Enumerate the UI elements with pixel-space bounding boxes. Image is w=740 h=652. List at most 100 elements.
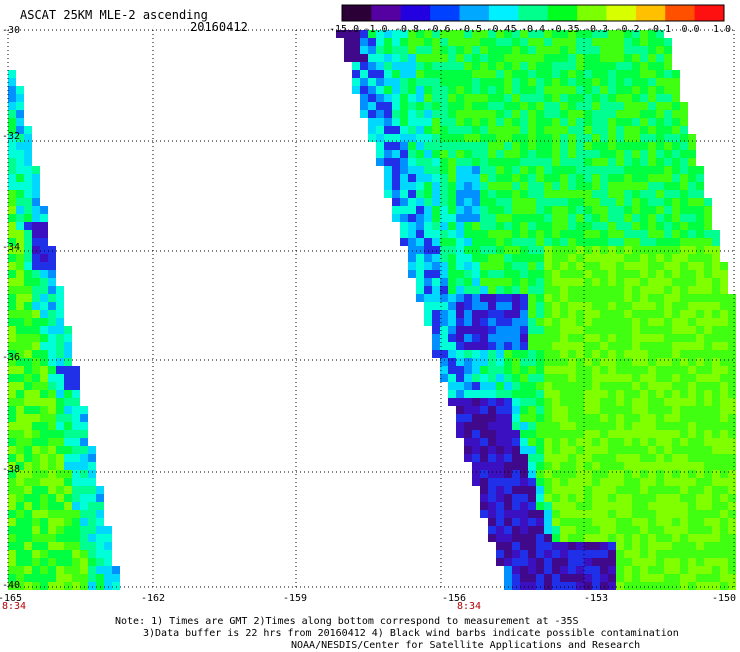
swath-cell [672,126,680,134]
swath-cell [480,94,488,102]
swath-cell [432,174,440,182]
swath-cell [504,46,512,54]
swath-cell [656,158,664,166]
swath-cell [416,246,424,254]
swath-cell [512,46,520,54]
swath-cell [696,470,704,478]
swath-cell [632,430,640,438]
swath-cell [448,390,456,398]
swath-cell [664,142,672,150]
swath-cell [392,78,400,86]
swath-cell [632,150,640,158]
swath-cell [32,422,40,430]
swath-cell [648,190,656,198]
swath-cell [384,190,392,198]
swath-cell [560,398,568,406]
swath-cell [16,350,24,358]
swath-cell [8,446,16,454]
swath-cell [624,358,632,366]
swath-cell [672,182,680,190]
swath-cell [392,54,400,62]
swath-cell [392,70,400,78]
swath-cell [344,38,352,46]
swath-cell [672,214,680,222]
swath-cell [624,30,632,38]
swath-cell [712,334,720,342]
swath-cell [656,254,664,262]
swath-cell [464,398,472,406]
swath-cell [432,294,440,302]
swath-cell [576,286,584,294]
swath-cell [440,262,448,270]
swath-cell [680,366,688,374]
swath-cell [512,142,520,150]
swath-cell [424,30,432,38]
swath-cell [520,70,528,78]
swath-cell [424,302,432,310]
swath-cell [480,326,488,334]
swath-cell [624,286,632,294]
swath-cell [448,222,456,230]
swath-cell [600,38,608,46]
swath-cell [512,494,520,502]
swath-cell [720,518,728,526]
swath-cell [48,286,56,294]
swath-cell [544,70,552,78]
swath-cell [584,358,592,366]
swath-cell [728,294,736,302]
swath-cell [16,494,24,502]
swath-cell [536,310,544,318]
swath-cell [592,102,600,110]
swath-cell [496,446,504,454]
swath-cell [624,70,632,78]
swath-cell [32,310,40,318]
swath-cell [664,110,672,118]
swath-cell [584,566,592,574]
swath-cell [568,478,576,486]
swath-cell [496,406,504,414]
swath-cell [656,142,664,150]
swath-cell [624,238,632,246]
swath-cell [488,422,496,430]
swath-cell [8,366,16,374]
swath-cell [504,230,512,238]
swath-cell [512,126,520,134]
swath-cell [480,286,488,294]
swath-cell [552,30,560,38]
swath-cell [384,142,392,150]
swath-cell [456,374,464,382]
swath-cell [592,462,600,470]
swath-cell [656,390,664,398]
swath-cell [568,470,576,478]
swath-cell [424,38,432,46]
swath-cell [464,174,472,182]
swath-cell [520,542,528,550]
swath-cell [544,446,552,454]
swath-cell [632,414,640,422]
swath-cell [608,54,616,62]
swath-cell [488,70,496,78]
swath-cell [496,462,504,470]
swath-cell [640,566,648,574]
swath-cell [568,438,576,446]
swath-cell [632,550,640,558]
swath-cell [8,486,16,494]
swath-cell [552,38,560,46]
swath-cell [696,390,704,398]
swath-cell [432,246,440,254]
swath-cell [72,550,80,558]
swath-cell [632,158,640,166]
swath-cell [608,94,616,102]
swath-cell [24,126,32,134]
swath-cell [464,126,472,134]
swath-cell [552,62,560,70]
swath-cell [8,126,16,134]
swath-cell [96,542,104,550]
swath-cell [592,558,600,566]
swath-cell [560,94,568,102]
swath-cell [648,142,656,150]
swath-cell [528,94,536,102]
swath-cell [528,254,536,262]
swath-cell [512,358,520,366]
swath-cell [512,462,520,470]
